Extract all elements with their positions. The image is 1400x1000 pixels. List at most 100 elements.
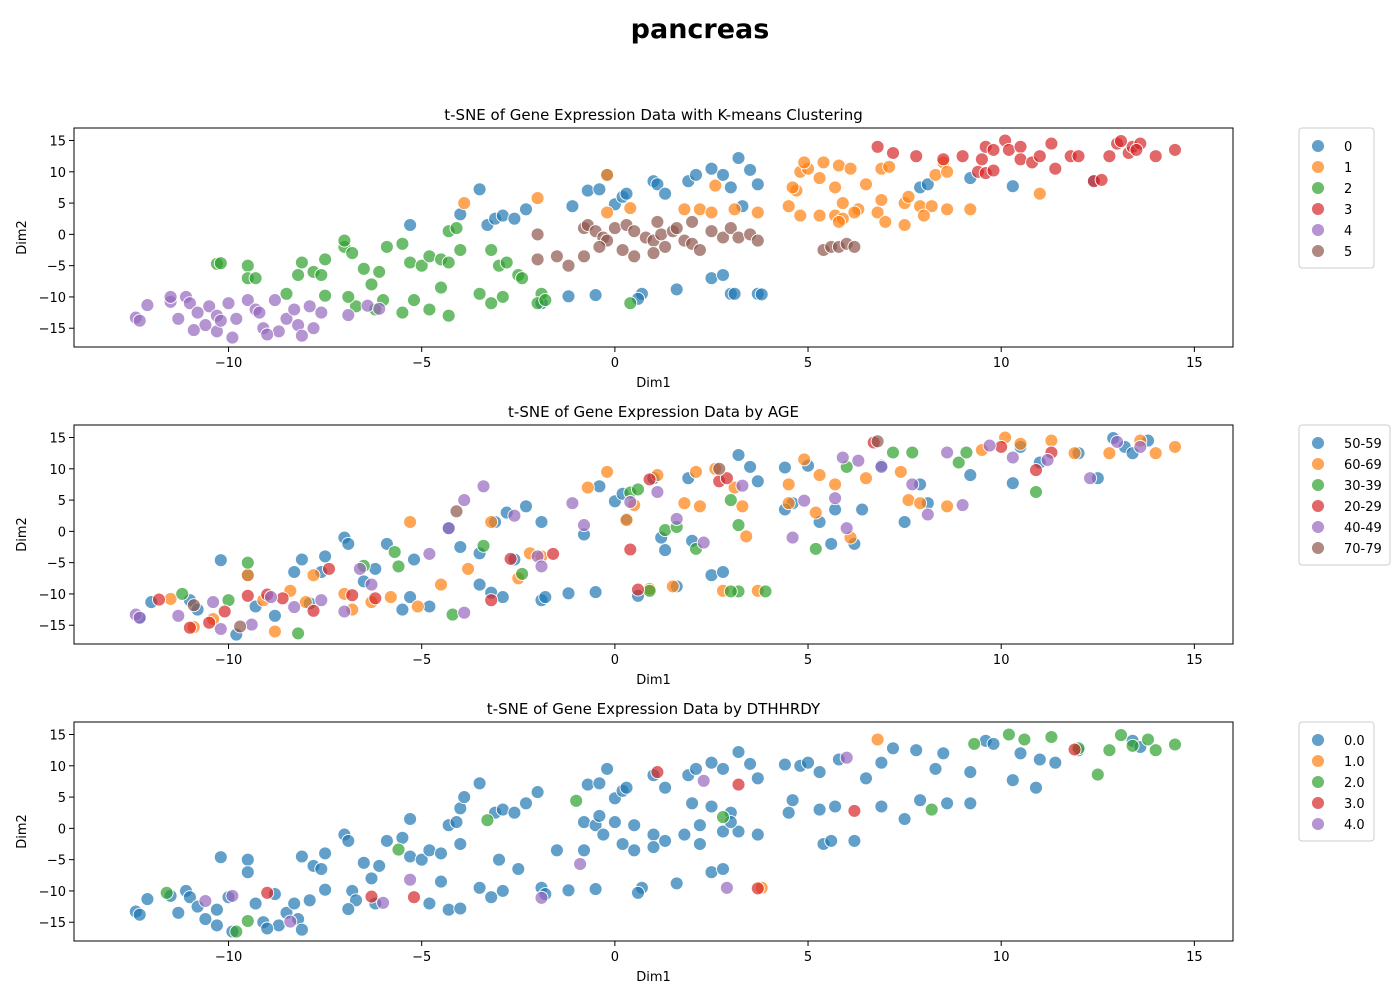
data-point xyxy=(213,850,228,865)
data-point xyxy=(847,803,862,818)
data-point xyxy=(1102,743,1117,758)
x-tick-label: −10 xyxy=(215,950,242,965)
data-point xyxy=(198,318,213,333)
legend-marker xyxy=(1311,160,1325,174)
y-tick-label: 15 xyxy=(49,135,66,150)
data-point xyxy=(808,505,823,520)
data-point xyxy=(484,243,499,257)
data-point xyxy=(248,271,263,286)
data-point xyxy=(901,493,916,508)
data-point xyxy=(294,255,309,270)
data-point xyxy=(731,230,746,245)
data-point xyxy=(240,555,255,570)
data-point xyxy=(886,741,900,756)
legend-label: 5 xyxy=(1344,245,1352,260)
data-point xyxy=(291,268,306,282)
data-point xyxy=(407,293,421,308)
data-point xyxy=(777,460,792,475)
data-point xyxy=(592,239,607,254)
data-point xyxy=(1013,152,1028,167)
data-point xyxy=(623,495,638,509)
data-point xyxy=(302,893,317,908)
data-point xyxy=(322,561,336,576)
data-point xyxy=(221,296,236,311)
data-point xyxy=(244,617,259,632)
data-point xyxy=(696,535,711,550)
data-point xyxy=(750,881,765,896)
data-point xyxy=(507,211,522,226)
data-point xyxy=(484,515,499,529)
y-axis-label: Dim2 xyxy=(15,814,30,849)
legend-marker xyxy=(1311,139,1325,153)
data-point xyxy=(294,849,309,864)
y-tick-label: 10 xyxy=(49,166,66,181)
data-point xyxy=(750,474,765,489)
plot-frame xyxy=(73,424,1234,645)
data-point xyxy=(793,208,808,223)
data-point xyxy=(171,608,186,623)
data-point xyxy=(287,565,302,579)
data-point xyxy=(453,243,468,257)
data-point xyxy=(279,311,294,326)
x-tick-label: 5 xyxy=(804,653,812,668)
data-point xyxy=(669,282,684,297)
data-point xyxy=(1129,142,1144,157)
data-point xyxy=(213,622,228,636)
legend-marker xyxy=(1311,796,1325,810)
data-point xyxy=(743,756,758,771)
data-point xyxy=(704,161,719,176)
data-point xyxy=(171,311,186,326)
data-point xyxy=(229,924,244,939)
data-point xyxy=(646,840,661,855)
legend-marker xyxy=(1311,181,1325,195)
data-point xyxy=(847,239,862,254)
data-point xyxy=(379,833,394,848)
points xyxy=(128,727,1182,939)
y-tick-label: −5 xyxy=(47,557,66,572)
data-point xyxy=(461,561,476,576)
data-point xyxy=(549,249,564,264)
data-point xyxy=(561,586,576,601)
data-point xyxy=(577,518,591,533)
data-point xyxy=(735,499,750,514)
data-point xyxy=(345,246,360,261)
data-point xyxy=(372,264,387,279)
data-point xyxy=(828,491,843,506)
data-point xyxy=(306,568,321,583)
x-tick-label: 10 xyxy=(993,653,1010,668)
legend-label: 60-69 xyxy=(1344,458,1382,473)
data-point xyxy=(669,221,684,236)
x-tick-label: 0 xyxy=(611,653,619,668)
data-point xyxy=(495,289,510,304)
data-point xyxy=(1029,780,1043,795)
data-point xyxy=(654,227,669,242)
data-point xyxy=(704,271,719,286)
data-point xyxy=(213,313,228,328)
data-point xyxy=(870,205,885,220)
data-point xyxy=(345,588,360,603)
y-tick-label: −10 xyxy=(39,588,66,603)
data-point xyxy=(781,805,796,820)
data-point xyxy=(1044,433,1059,448)
data-point xyxy=(1001,727,1016,742)
legend-label: 2 xyxy=(1344,182,1352,197)
data-point xyxy=(240,293,255,308)
data-point xyxy=(422,896,437,911)
data-point xyxy=(341,833,356,848)
data-point xyxy=(495,590,510,605)
legend-marker xyxy=(1311,436,1325,450)
data-point xyxy=(484,593,499,608)
scatter-panel-2: t-SNE of Gene Expression Data by AGE −10 −… xyxy=(15,403,1391,688)
data-point xyxy=(692,837,707,851)
data-point xyxy=(913,793,928,808)
data-point xyxy=(190,305,205,320)
data-point xyxy=(716,824,730,839)
data-point xyxy=(600,205,615,220)
data-point xyxy=(1067,446,1082,461)
data-point xyxy=(754,287,769,302)
data-point xyxy=(580,480,595,495)
x-tick-label: 15 xyxy=(1186,356,1203,371)
data-point xyxy=(940,499,955,514)
data-point xyxy=(592,479,607,494)
data-point xyxy=(959,445,974,460)
